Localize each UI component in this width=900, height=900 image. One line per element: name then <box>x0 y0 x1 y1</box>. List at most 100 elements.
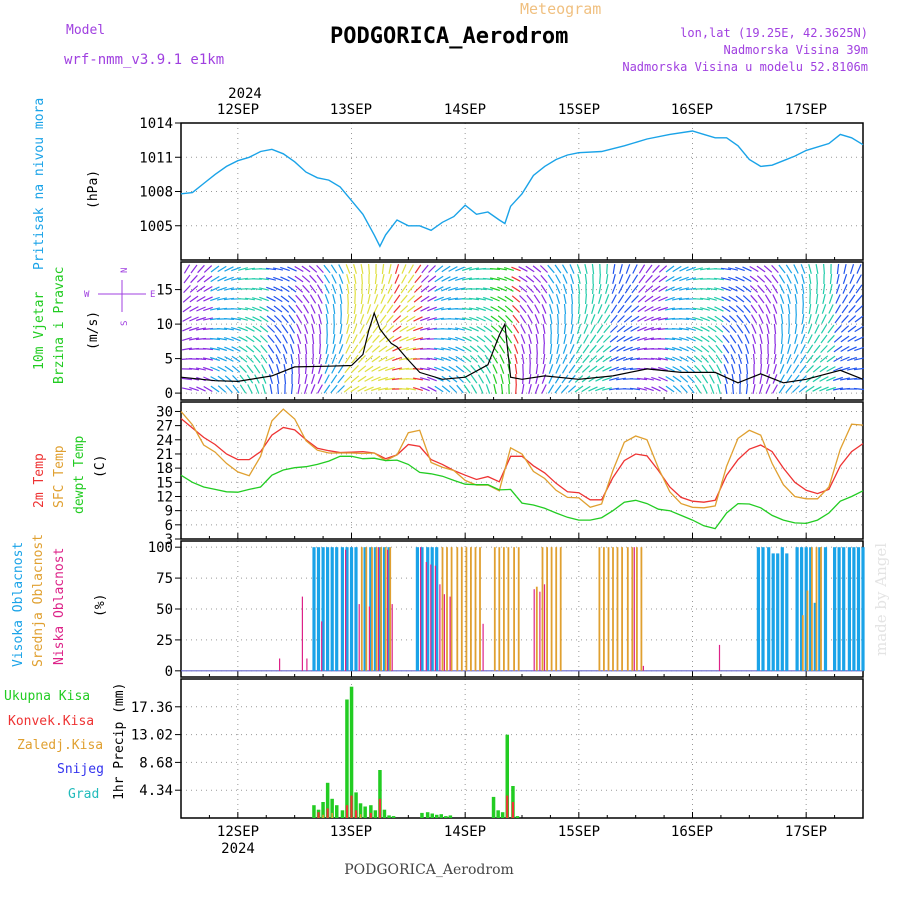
wind-barb <box>246 355 254 363</box>
wind-barb <box>771 284 779 294</box>
wind-barb <box>477 374 485 384</box>
mid-cloud-bar <box>470 547 472 671</box>
wind-barb <box>602 335 612 343</box>
wind-barb <box>672 265 682 273</box>
wind-barb <box>606 263 608 275</box>
total-rain-bar <box>382 809 387 818</box>
wind-barb <box>686 327 696 331</box>
wind-barb <box>665 366 675 372</box>
wind-barb <box>520 334 526 344</box>
wind-barb <box>715 344 723 354</box>
wind-barb <box>294 265 304 273</box>
wind-barb <box>665 356 675 362</box>
wind-barb <box>603 324 611 334</box>
wind-barb <box>282 344 288 354</box>
wind-barb <box>408 264 414 274</box>
wind-barb <box>848 304 856 314</box>
wind-barb <box>679 346 689 352</box>
wind-barb <box>744 334 750 344</box>
wind-barb <box>346 284 350 294</box>
wind-barb <box>561 364 569 374</box>
wind-barb <box>535 374 539 384</box>
wind-barb <box>728 276 738 282</box>
wind-barb <box>421 264 429 274</box>
wind-barb <box>448 266 458 272</box>
wind-barb <box>758 324 764 334</box>
high-cloud-bar <box>340 547 344 671</box>
wind-barb <box>490 286 500 292</box>
wind-barb <box>526 294 534 304</box>
wind-barb <box>813 354 821 364</box>
wind-barb <box>839 377 851 381</box>
wind-barb <box>815 293 819 305</box>
wind-barb <box>232 384 240 394</box>
wind-barb <box>794 284 798 294</box>
wind-barb <box>489 277 501 281</box>
wind-barb <box>814 324 820 334</box>
wind-barb <box>701 374 709 384</box>
wind-barb <box>406 305 416 313</box>
wind-barb <box>638 264 646 274</box>
wind-barb <box>281 314 289 324</box>
wind-barb <box>230 317 242 321</box>
wind-barb <box>644 295 654 303</box>
wind-barb <box>441 337 451 341</box>
wind-barb <box>297 373 301 385</box>
wind-barb <box>624 284 632 294</box>
wind-barb <box>856 264 862 274</box>
total-rain-bar <box>345 699 349 818</box>
wind-barb <box>462 355 472 363</box>
low-cloud-bar <box>279 658 281 671</box>
wind-barb <box>658 265 668 273</box>
wind-barb <box>339 294 343 304</box>
mid-cloud-bar <box>636 547 638 671</box>
wind-barb <box>371 355 381 363</box>
wind-barb <box>309 294 317 304</box>
wind-barb <box>583 324 589 334</box>
wind-barb <box>303 314 309 324</box>
wind-barb <box>324 374 330 384</box>
wind-barb <box>420 377 430 381</box>
wind-barb <box>359 314 365 324</box>
wind-barb <box>413 295 423 303</box>
wind-barb <box>616 367 626 371</box>
footer-station: PODGORICA_Aerodrom <box>344 862 514 878</box>
wind-barb <box>238 345 248 353</box>
wind-barb <box>575 344 583 354</box>
wind-barb <box>295 294 303 304</box>
wind-barb <box>576 324 582 334</box>
total-rain-bar <box>325 782 330 818</box>
wind-barb <box>470 384 478 394</box>
wind-barb <box>265 267 277 271</box>
wind-barb <box>427 296 437 302</box>
convective-rain-bar <box>326 808 329 818</box>
wind-barb <box>569 344 575 354</box>
wind-barb <box>434 357 444 361</box>
wind-barb <box>644 285 654 293</box>
wind-barb <box>609 387 619 391</box>
wind-barb <box>752 383 756 395</box>
cloud-ylabel-high: Visoka Oblacnost <box>11 542 26 667</box>
wind-barb <box>288 324 296 334</box>
wind-barb <box>542 353 546 365</box>
wind-barb <box>577 313 581 325</box>
wind-barb <box>759 363 763 375</box>
wind-barb <box>834 314 842 324</box>
wind-barb <box>535 334 539 344</box>
wind-barb <box>685 287 697 291</box>
total-rain-bar <box>312 805 316 818</box>
wind-barb <box>549 313 553 325</box>
wind-barb <box>694 364 702 374</box>
total-rain-bar <box>373 810 378 818</box>
wind-barb <box>715 354 723 364</box>
wind-barb <box>352 334 358 344</box>
wind-barb <box>183 274 191 284</box>
wind-barb <box>679 365 689 373</box>
top-day-16: 16SEP <box>671 102 713 118</box>
high-cloud-bar <box>363 547 367 671</box>
wind-barb <box>455 266 465 272</box>
wind-barb <box>266 315 276 323</box>
model-elevation-label: Nadmorska Visina u modelu 52.8106m <box>622 60 868 74</box>
wind-barb <box>664 337 676 341</box>
wind-barb <box>316 264 324 274</box>
